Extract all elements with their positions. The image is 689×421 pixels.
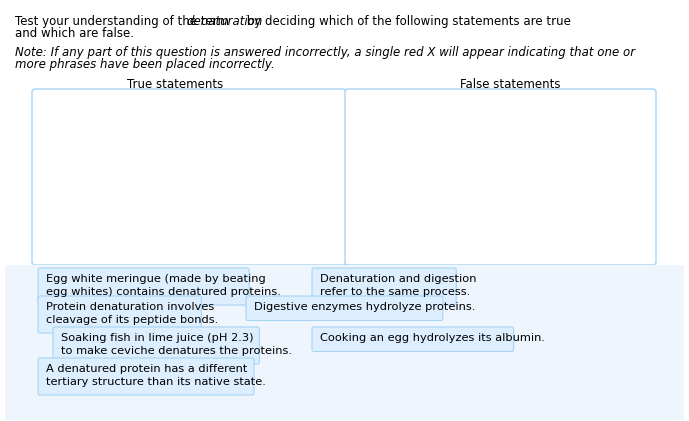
FancyBboxPatch shape	[312, 327, 513, 352]
FancyBboxPatch shape	[38, 358, 254, 395]
Text: Test your understanding of the term: Test your understanding of the term	[15, 15, 233, 28]
FancyBboxPatch shape	[53, 327, 260, 364]
FancyBboxPatch shape	[38, 268, 249, 305]
Text: and which are false.: and which are false.	[15, 27, 134, 40]
Text: True statements: True statements	[127, 78, 223, 91]
Text: by deciding which of the following statements are true: by deciding which of the following state…	[243, 15, 571, 28]
Text: Soaking fish in lime juice (pH 2.3)
to make ceviche denatures the proteins.: Soaking fish in lime juice (pH 2.3) to m…	[61, 333, 292, 356]
Text: denaturation: denaturation	[186, 15, 263, 28]
FancyBboxPatch shape	[32, 89, 346, 265]
Text: Cooking an egg hydrolyzes its albumin.: Cooking an egg hydrolyzes its albumin.	[320, 333, 545, 343]
Text: A denatured protein has a different
tertiary structure than its native state.: A denatured protein has a different tert…	[46, 364, 266, 387]
Text: Denaturation and digestion
refer to the same process.: Denaturation and digestion refer to the …	[320, 274, 477, 297]
FancyBboxPatch shape	[345, 89, 656, 265]
Text: Protein denaturation involves
cleavage of its peptide bonds.: Protein denaturation involves cleavage o…	[46, 302, 218, 325]
FancyBboxPatch shape	[5, 265, 684, 420]
FancyBboxPatch shape	[38, 296, 201, 333]
Text: more phrases have been placed incorrectly.: more phrases have been placed incorrectl…	[15, 58, 275, 71]
FancyBboxPatch shape	[312, 268, 456, 305]
Text: Digestive enzymes hydrolyze proteins.: Digestive enzymes hydrolyze proteins.	[254, 302, 475, 312]
Text: False statements: False statements	[460, 78, 560, 91]
Text: Egg white meringue (made by beating
egg whites) contains denatured proteins.: Egg white meringue (made by beating egg …	[46, 274, 281, 297]
FancyBboxPatch shape	[246, 296, 443, 320]
Text: Note: If any part of this question is answered incorrectly, a single red X will : Note: If any part of this question is an…	[15, 46, 635, 59]
